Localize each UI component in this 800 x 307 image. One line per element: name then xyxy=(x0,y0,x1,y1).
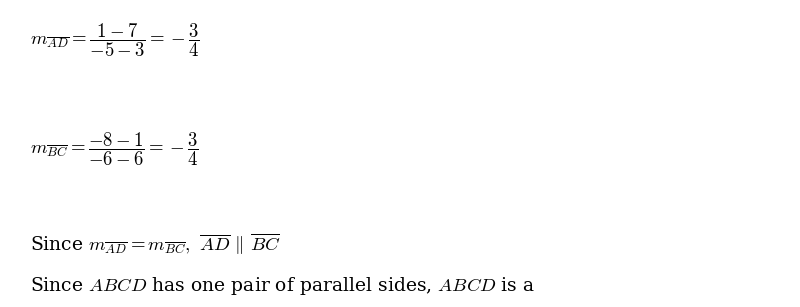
Text: Since $ABCD$ has one pair of parallel sides, $ABCD$ is a: Since $ABCD$ has one pair of parallel si… xyxy=(30,275,535,297)
Text: $m_{\overline{BC}} = \dfrac{-8 - 1}{-6 - 6} = -\dfrac{3}{4}$: $m_{\overline{BC}} = \dfrac{-8 - 1}{-6 -… xyxy=(30,130,199,168)
Text: $m_{\overline{AD}} = \dfrac{1 - 7}{-5 - 3} = -\dfrac{3}{4}$: $m_{\overline{AD}} = \dfrac{1 - 7}{-5 - … xyxy=(30,21,200,59)
Text: Since $m_{\overline{AD}} = m_{\overline{BC}},$ $\overline{AD}$ $\|$ $\overline{B: Since $m_{\overline{AD}} = m_{\overline{… xyxy=(30,232,281,258)
